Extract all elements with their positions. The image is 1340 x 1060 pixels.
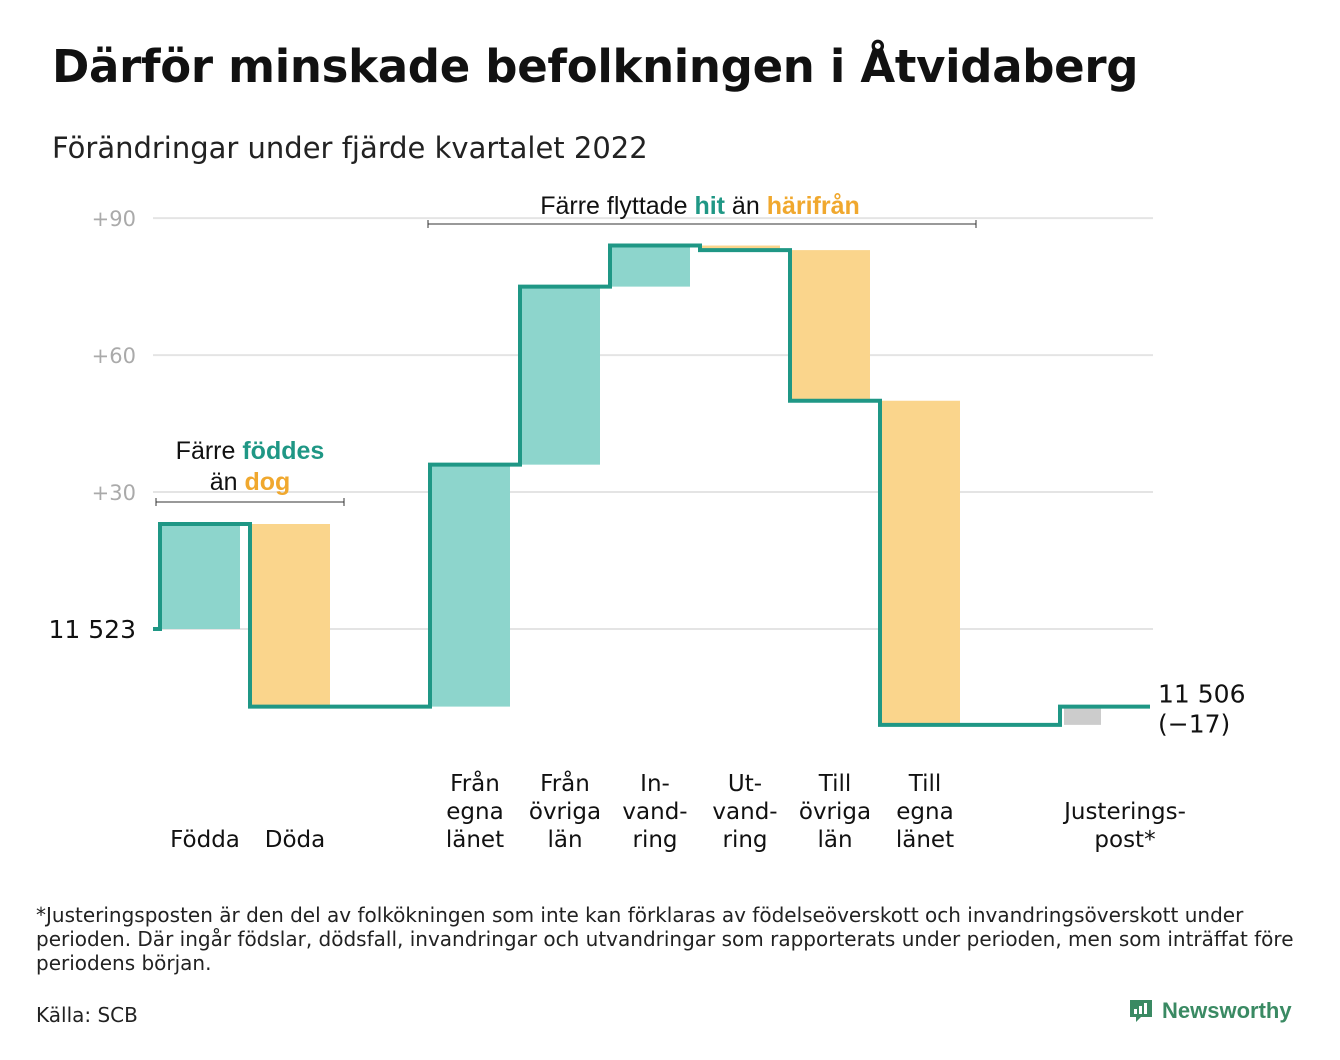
waterfall-bar <box>250 524 330 707</box>
category-label: Döda <box>265 827 325 853</box>
waterfall-bar <box>1064 706 1101 725</box>
category-label: ring <box>722 827 767 853</box>
category-label: post* <box>1094 827 1155 853</box>
y-tick-label: +90 <box>92 207 136 231</box>
category-label: län <box>817 827 852 853</box>
brand-logo: Newsworthy <box>1128 998 1292 1024</box>
chart-title: Därför minskade befolkningen i Åtvidaber… <box>52 40 1139 93</box>
cumulative-step-line <box>153 243 1150 727</box>
waterfall-bar <box>520 286 600 465</box>
category-label: Ut- <box>728 771 762 797</box>
waterfall-bar <box>700 245 780 251</box>
category-label: Till <box>908 771 942 797</box>
annotation-migration: Färre flyttade hit än härifrån <box>540 192 860 220</box>
waterfall-bar <box>880 400 960 725</box>
category-label: länet <box>446 827 504 853</box>
footnote: *Justeringsposten är den del av folkökni… <box>36 903 1294 975</box>
category-label: Födda <box>170 827 240 853</box>
category-label: Från <box>450 769 500 797</box>
category-label: vand- <box>712 799 777 825</box>
waterfall-bar <box>610 245 690 287</box>
category-label: län <box>547 827 582 853</box>
source-note: Källa: SCB <box>36 1003 138 1027</box>
chart-subtitle: Förändringar under fjärde kvartalet 2022 <box>52 131 648 165</box>
y-tick-label: +60 <box>92 344 136 368</box>
y-tick-label: +30 <box>92 481 136 505</box>
category-label: ring <box>632 827 677 853</box>
waterfall-bar <box>790 250 870 401</box>
category-label: länet <box>896 827 954 853</box>
category-label: In- <box>640 771 670 797</box>
end-change-label: (−17) <box>1158 710 1230 739</box>
annotation-births-deaths-line1: Färre föddes <box>176 437 325 465</box>
category-label: vand- <box>622 799 687 825</box>
end-value-label: 11 506 <box>1158 680 1245 709</box>
category-label: Till <box>818 771 852 797</box>
category-label: övriga <box>799 799 871 825</box>
category-label: egna <box>446 799 503 825</box>
start-value-label: 11 523 <box>49 615 136 644</box>
waterfall-bar <box>430 464 510 707</box>
category-label: övriga <box>529 799 601 825</box>
annotation-births-deaths-line2: än dog <box>210 468 291 496</box>
brand-name: Newsworthy <box>1162 998 1292 1023</box>
category-label: egna <box>896 799 953 825</box>
newsworthy-logo-icon <box>1130 1000 1152 1022</box>
waterfall-bar <box>160 524 240 629</box>
category-label: Från <box>540 769 590 797</box>
category-label: Justerings- <box>1062 799 1186 825</box>
